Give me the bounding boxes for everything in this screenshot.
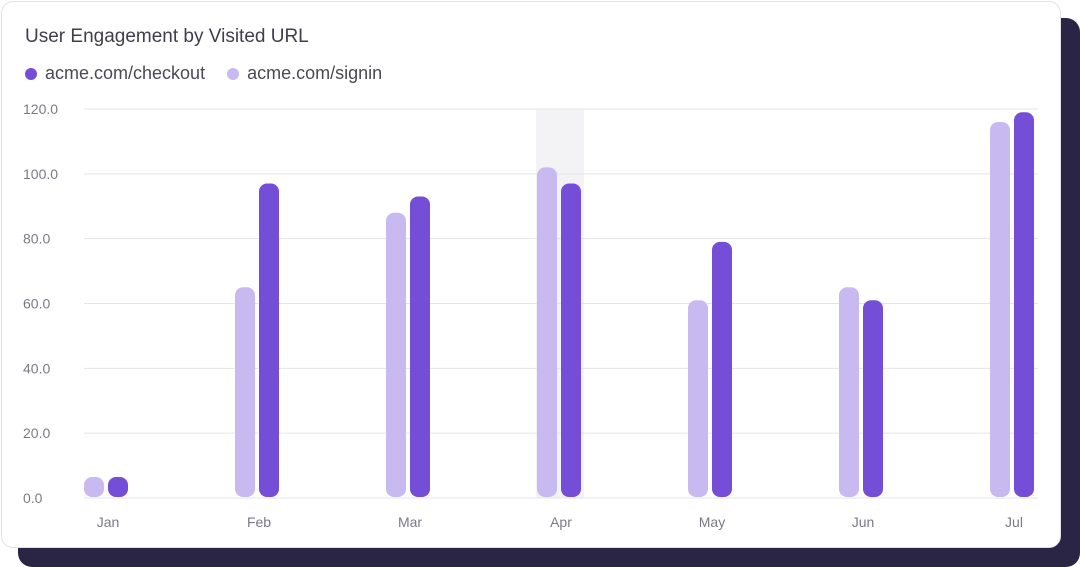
legend-label: acme.com/signin <box>247 63 383 83</box>
x-tick-label: May <box>699 514 725 530</box>
y-tick-label: 120.0 <box>23 101 58 117</box>
bar-acme-com-checkout-jan <box>108 477 128 497</box>
bar-acme-com-checkout-jul <box>1014 112 1034 497</box>
bar-acme-com-checkout-apr <box>561 183 581 497</box>
chart-legend: acme.com/checkout acme.com/signin <box>25 63 382 84</box>
legend-item-signin[interactable]: acme.com/signin <box>227 63 382 84</box>
x-tick-label: Feb <box>247 514 271 530</box>
x-tick-label: Jul <box>1005 514 1023 530</box>
chart-card: User Engagement by Visited URL acme.com/… <box>1 1 1061 548</box>
y-tick-label: 40.0 <box>23 360 50 376</box>
bar-acme-com-signin-apr <box>537 167 557 497</box>
legend-item-checkout[interactable]: acme.com/checkout <box>25 63 205 84</box>
bar-acme-com-signin-mar <box>386 212 406 497</box>
y-tick-label: 20.0 <box>23 425 50 441</box>
y-tick-label: 0.0 <box>23 490 43 506</box>
x-tick-label: Mar <box>398 514 422 530</box>
x-tick-label: Jan <box>97 514 120 530</box>
legend-label: acme.com/checkout <box>45 63 206 83</box>
bar-acme-com-signin-jan <box>84 477 104 497</box>
legend-dot-icon <box>25 67 37 80</box>
bar-acme-com-signin-feb <box>235 287 255 497</box>
bar-acme-com-signin-may <box>688 300 708 497</box>
x-tick-label: Apr <box>550 514 572 530</box>
bar-acme-com-checkout-jun <box>863 300 883 497</box>
x-tick-label: Jun <box>852 514 875 530</box>
bar-acme-com-signin-jun <box>839 287 859 497</box>
y-tick-label: 100.0 <box>23 166 58 182</box>
y-tick-label: 80.0 <box>23 231 50 247</box>
bar-acme-com-checkout-feb <box>259 183 279 497</box>
bar-acme-com-signin-jul <box>990 121 1010 497</box>
legend-dot-icon <box>227 67 240 80</box>
bar-acme-com-checkout-may <box>712 241 732 497</box>
bar-acme-com-checkout-mar <box>410 196 430 497</box>
y-tick-label: 60.0 <box>23 296 50 312</box>
chart-title: User Engagement by Visited URL <box>25 26 309 47</box>
